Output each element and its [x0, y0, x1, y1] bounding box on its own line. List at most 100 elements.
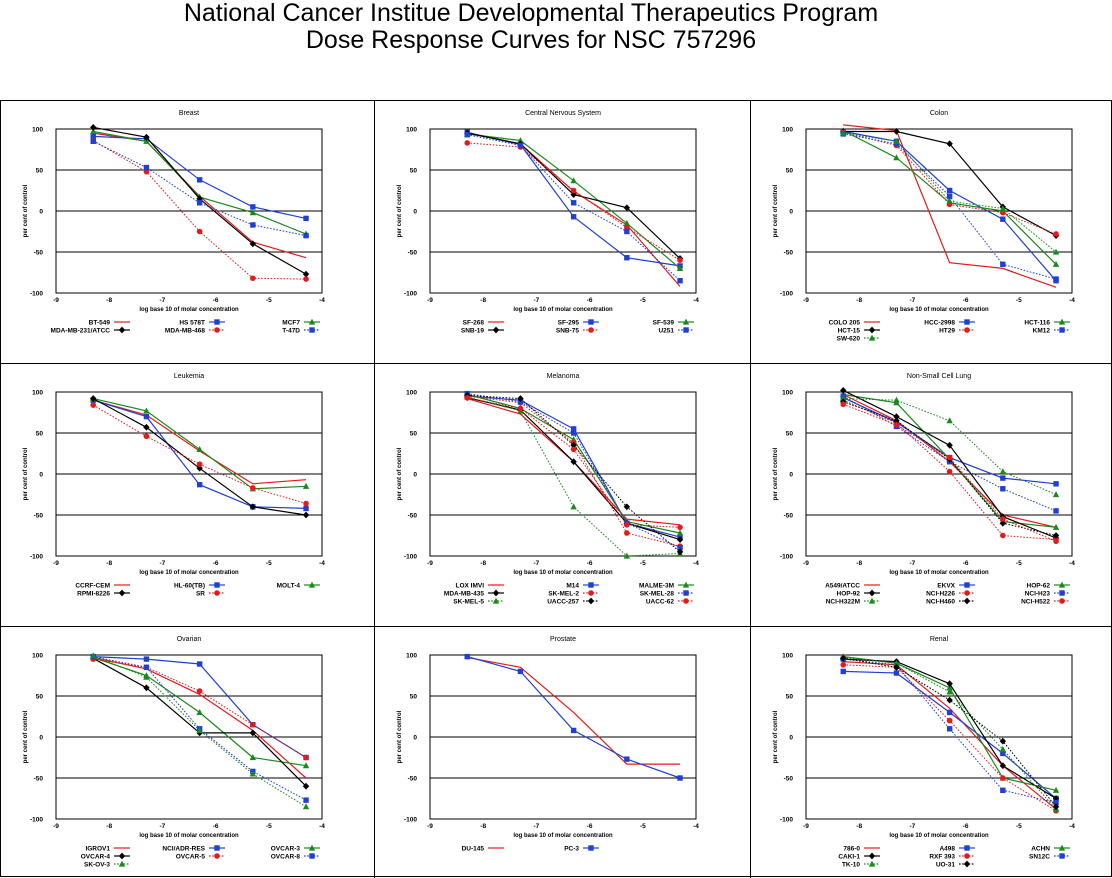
legend-entry-malme-3m: MALME-3M — [639, 581, 694, 589]
series-marker — [196, 177, 203, 183]
x-tick-label: -9 — [427, 297, 433, 304]
y-axis-label: per cent of control — [773, 184, 779, 237]
series-marker — [840, 654, 847, 662]
panel-breast: Breast 100 50 0 -50 -100 -9 -8 -7 -6 -5 -4 log base … — [23, 110, 325, 334]
y-axis-label: per cent of control — [397, 710, 403, 763]
series-marker — [999, 762, 1007, 770]
legend-entry-ovcar-4: OVCAR-4 — [81, 852, 130, 860]
legend-label: ACHN — [1031, 845, 1050, 852]
legend-label: SK-MEL-2 — [548, 590, 579, 597]
series-sw-620 — [840, 129, 1060, 255]
series-marker — [677, 775, 683, 781]
series-line — [467, 131, 681, 267]
series-marker — [946, 717, 953, 724]
x-tick-label: -5 — [640, 823, 646, 830]
legend-label: NCI-H522 — [1021, 598, 1050, 605]
legend-entry-sn12c: SN12C — [1029, 853, 1070, 860]
series-marker — [588, 845, 594, 851]
legend-entry-du-145: DU-145 — [462, 845, 504, 852]
series-line — [467, 397, 681, 528]
x-tick-label: -8 — [856, 297, 862, 304]
series-marker — [999, 468, 1007, 475]
series-marker — [677, 278, 683, 284]
series-line — [843, 658, 1057, 804]
series-marker — [624, 228, 630, 235]
series-tk-10 — [840, 654, 1060, 812]
panel-leukemia: Leukemia 100 50 0 -50 -100 -9 -8 -7 -6 -5 -4 log bas… — [23, 373, 325, 597]
x-tick-label: -8 — [856, 560, 862, 567]
legend-label: MOLT-4 — [277, 582, 301, 589]
series-marker — [683, 598, 689, 604]
series-marker — [1000, 475, 1006, 481]
legend-entry-sf-295: SF-295 — [558, 319, 599, 326]
y-tick-label: 50 — [410, 168, 418, 175]
x-axis-label: log base 10 of molar concentration — [513, 833, 613, 839]
series-marker — [196, 464, 203, 472]
series-marker — [214, 590, 220, 596]
series-marker — [840, 668, 846, 675]
series-marker — [893, 128, 900, 135]
legend-label: SF-539 — [653, 319, 675, 326]
series-marker — [1058, 581, 1066, 588]
legend-entry-uacc-62: UACC-62 — [646, 598, 694, 605]
series-marker — [893, 154, 900, 161]
series-marker — [893, 663, 900, 671]
legend-entry-nci-h522: NCI-H522 — [1021, 598, 1070, 605]
series-line — [467, 393, 681, 549]
series-marker — [893, 670, 900, 676]
series-marker — [999, 745, 1007, 752]
series-marker — [250, 204, 256, 210]
legend-entry-snb-19: SNB-19 — [461, 326, 504, 334]
series-marker — [214, 582, 220, 588]
series-marker — [1058, 318, 1066, 325]
legend-entry-hop-92: HOP-92 — [837, 589, 880, 597]
x-tick-label: -6 — [963, 297, 969, 304]
series-marker — [893, 422, 900, 428]
series-line — [92, 404, 307, 504]
x-tick-label: -9 — [803, 823, 809, 830]
series-marker — [517, 668, 524, 675]
series-igrov1 — [93, 656, 307, 779]
series-marker — [570, 503, 577, 510]
series-marker — [588, 327, 594, 333]
series-marker — [946, 187, 953, 194]
x-tick-label: -9 — [53, 560, 59, 567]
panel-colon: Colon 100 50 0 -50 -100 -9 -8 -7 -6 -5 -4 log base 1… — [773, 110, 1075, 342]
series-marker — [143, 407, 150, 414]
x-tick-label: -7 — [534, 297, 540, 304]
series-marker — [840, 386, 847, 394]
series-786-0 — [843, 661, 1057, 810]
y-tick-label: 100 — [32, 390, 43, 397]
series-marker — [249, 754, 257, 761]
y-tick-label: -100 — [780, 817, 793, 824]
series-sf-268 — [467, 132, 681, 287]
x-tick-label: -6 — [963, 560, 969, 567]
series-marker — [963, 860, 971, 868]
series-marker — [1000, 532, 1006, 539]
series-marker — [214, 853, 220, 859]
series-marker — [214, 319, 220, 325]
series-marker — [946, 468, 953, 475]
y-tick-label: -100 — [780, 554, 793, 561]
series-marker — [517, 395, 524, 402]
series-marker — [303, 215, 309, 222]
x-tick-label: -5 — [640, 560, 646, 567]
series-marker — [570, 458, 577, 466]
series-marker — [676, 529, 684, 536]
x-tick-label: -7 — [910, 297, 916, 304]
series-marker — [1059, 853, 1065, 859]
x-tick-label: -6 — [587, 823, 593, 830]
x-tick-label: -7 — [910, 823, 916, 830]
panel-title: Prostate — [550, 636, 576, 643]
y-tick-label: 100 — [782, 653, 793, 660]
panel-frame — [0, 100, 1112, 877]
y-tick-label: -50 — [784, 513, 794, 520]
series-marker — [893, 413, 900, 420]
series-marker — [946, 441, 953, 449]
series-marker — [964, 319, 970, 325]
x-axis-label: log base 10 of molar concentration — [513, 307, 613, 313]
series-pc-3 — [464, 653, 683, 781]
legend-entry-a549-atcc: A549/ATCC — [825, 582, 880, 589]
legend-label: HOP-92 — [837, 590, 861, 597]
series-m14 — [464, 393, 683, 540]
